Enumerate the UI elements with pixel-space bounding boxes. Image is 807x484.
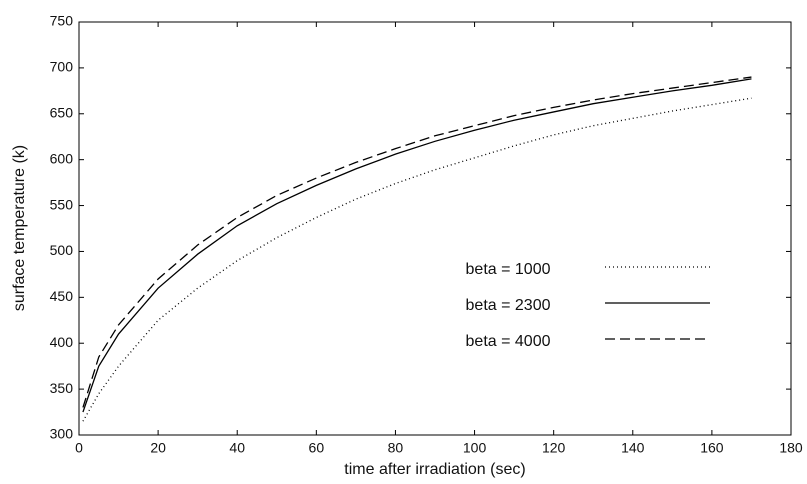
y-axis-title: surface temperature (k) [11, 145, 28, 311]
y-tick-label: 350 [50, 380, 74, 396]
x-tick-label: 100 [463, 440, 487, 456]
y-tick-label: 500 [50, 242, 74, 258]
y-tick-label: 450 [50, 288, 74, 304]
y-tick-label: 550 [50, 196, 74, 212]
x-tick-label: 20 [150, 440, 166, 456]
plot-frame [78, 21, 792, 436]
series-line [82, 76, 752, 408]
y-tick-label: 650 [50, 104, 74, 120]
y-tick-label: 600 [50, 150, 74, 166]
x-tick-label: 120 [542, 440, 566, 456]
legend-label: beta = 1000 [466, 261, 551, 278]
x-tick-label: 60 [309, 440, 325, 456]
y-tick-label: 300 [50, 426, 74, 442]
x-tick-label: 140 [621, 440, 645, 456]
x-axis-title: time after irradiation (sec) [344, 461, 525, 478]
x-tick-label: 80 [388, 440, 404, 456]
legend-label: beta = 2300 [466, 297, 551, 314]
y-tick-label: 750 [50, 13, 74, 29]
x-tick-label: 160 [700, 440, 724, 456]
x-tick-label: 0 [75, 440, 83, 456]
x-tick-label: 180 [779, 440, 803, 456]
legend-label: beta = 4000 [466, 333, 551, 350]
x-tick-label: 40 [229, 440, 245, 456]
series-line [82, 97, 752, 422]
y-tick-label: 400 [50, 334, 74, 350]
series-line [82, 78, 752, 413]
y-tick-label: 700 [50, 59, 74, 75]
